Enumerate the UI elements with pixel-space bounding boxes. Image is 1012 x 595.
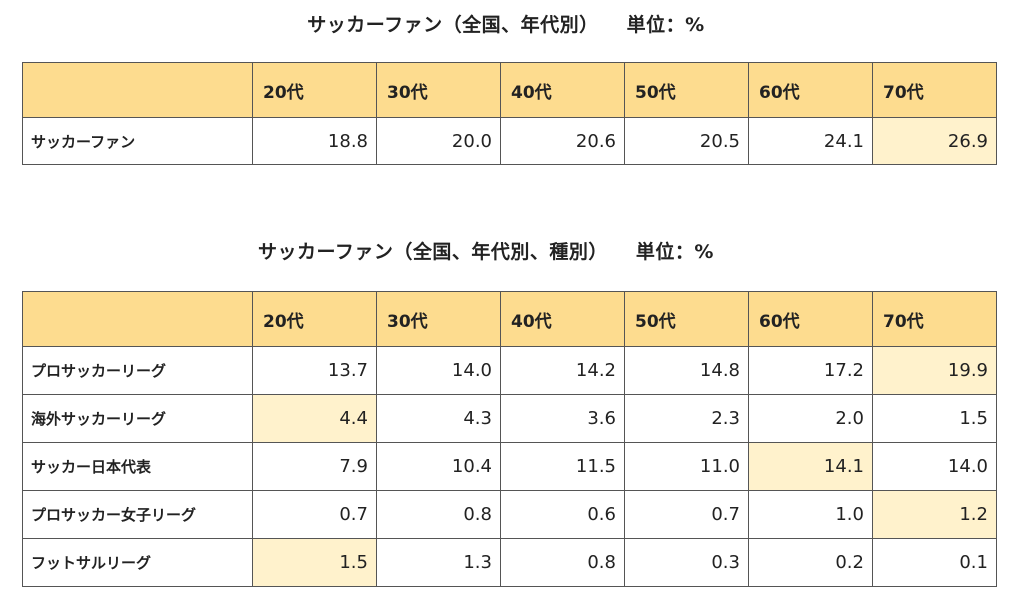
table-row: プロサッカーリーグ 13.7 14.0 14.2 14.8 17.2 19.9	[22, 346, 997, 395]
value-cell: 0.8	[376, 490, 501, 539]
value-cell: 0.3	[624, 538, 749, 587]
header-row: 20代 30代 40代 50代 60代 70代	[22, 291, 997, 347]
row-label: プロサッカー女子リーグ	[22, 490, 253, 539]
value-cell: 2.3	[624, 394, 749, 443]
column-header: 70代	[872, 62, 997, 118]
column-header: 60代	[748, 291, 873, 347]
column-header: 40代	[500, 62, 625, 118]
value-cell: 14.0	[872, 442, 997, 491]
column-header: 30代	[376, 62, 501, 118]
header-row: 20代 30代 40代 50代 60代 70代	[22, 62, 997, 118]
value-cell: 1.3	[376, 538, 501, 587]
table-row: フットサルリーグ 1.5 1.3 0.8 0.3 0.2 0.1	[22, 538, 997, 587]
table-row: プロサッカー女子リーグ 0.7 0.8 0.6 0.7 1.0 1.2	[22, 490, 997, 539]
value-cell: 4.4	[252, 394, 377, 443]
table1-title: サッカーファン（全国、年代別） 単位：%	[0, 10, 1012, 37]
row-label: サッカーファン	[22, 117, 253, 165]
column-header: 70代	[872, 291, 997, 347]
table2-title: サッカーファン（全国、年代別、種別） 単位：%	[0, 237, 992, 264]
table1: 20代 30代 40代 50代 60代 70代 サッカーファン 18.8 20.0 20.6 20.…	[22, 62, 997, 165]
value-cell: 0.8	[500, 538, 625, 587]
value-cell: 0.6	[500, 490, 625, 539]
row-label: サッカー日本代表	[22, 442, 253, 491]
value-cell: 18.8	[252, 117, 377, 165]
value-cell: 14.0	[376, 346, 501, 395]
value-cell: 0.7	[252, 490, 377, 539]
value-cell: 20.0	[376, 117, 501, 165]
column-header: 20代	[252, 291, 377, 347]
value-cell: 11.0	[624, 442, 749, 491]
value-cell: 7.9	[252, 442, 377, 491]
table-row: サッカー日本代表 7.9 10.4 11.5 11.0 14.1 14.0	[22, 442, 997, 491]
value-cell: 1.5	[252, 538, 377, 587]
value-cell: 1.0	[748, 490, 873, 539]
header-corner-cell	[22, 62, 253, 118]
value-cell: 10.4	[376, 442, 501, 491]
column-header: 20代	[252, 62, 377, 118]
column-header: 30代	[376, 291, 501, 347]
value-cell: 11.5	[500, 442, 625, 491]
value-cell: 19.9	[872, 346, 997, 395]
value-cell: 14.8	[624, 346, 749, 395]
table2-title-text: サッカーファン（全国、年代別、種別）	[258, 241, 608, 263]
table-row: サッカーファン 18.8 20.0 20.6 20.5 24.1 26.9	[22, 117, 997, 165]
table1-title-text: サッカーファン（全国、年代別）	[307, 14, 599, 36]
value-cell: 24.1	[748, 117, 873, 165]
row-label: 海外サッカーリーグ	[22, 394, 253, 443]
table2-unit: 単位：%	[635, 241, 714, 263]
value-cell: 14.2	[500, 346, 625, 395]
row-label: プロサッカーリーグ	[22, 346, 253, 395]
value-cell: 4.3	[376, 394, 501, 443]
column-header: 60代	[748, 62, 873, 118]
value-cell: 14.1	[748, 442, 873, 491]
value-cell: 1.5	[872, 394, 997, 443]
value-cell: 2.0	[748, 394, 873, 443]
value-cell: 0.2	[748, 538, 873, 587]
value-cell: 3.6	[500, 394, 625, 443]
value-cell: 20.6	[500, 117, 625, 165]
column-header: 50代	[624, 291, 749, 347]
header-corner-cell	[22, 291, 253, 347]
table1-unit: 単位：%	[626, 14, 705, 36]
value-cell: 26.9	[872, 117, 997, 165]
value-cell: 17.2	[748, 346, 873, 395]
value-cell: 0.7	[624, 490, 749, 539]
table-row: 海外サッカーリーグ 4.4 4.3 3.6 2.3 2.0 1.5	[22, 394, 997, 443]
column-header: 50代	[624, 62, 749, 118]
table2: 20代 30代 40代 50代 60代 70代 プロサッカーリーグ 13.7 14.0 14.2 1…	[22, 291, 997, 587]
row-label: フットサルリーグ	[22, 538, 253, 587]
column-header: 40代	[500, 291, 625, 347]
value-cell: 1.2	[872, 490, 997, 539]
value-cell: 13.7	[252, 346, 377, 395]
value-cell: 20.5	[624, 117, 749, 165]
value-cell: 0.1	[872, 538, 997, 587]
